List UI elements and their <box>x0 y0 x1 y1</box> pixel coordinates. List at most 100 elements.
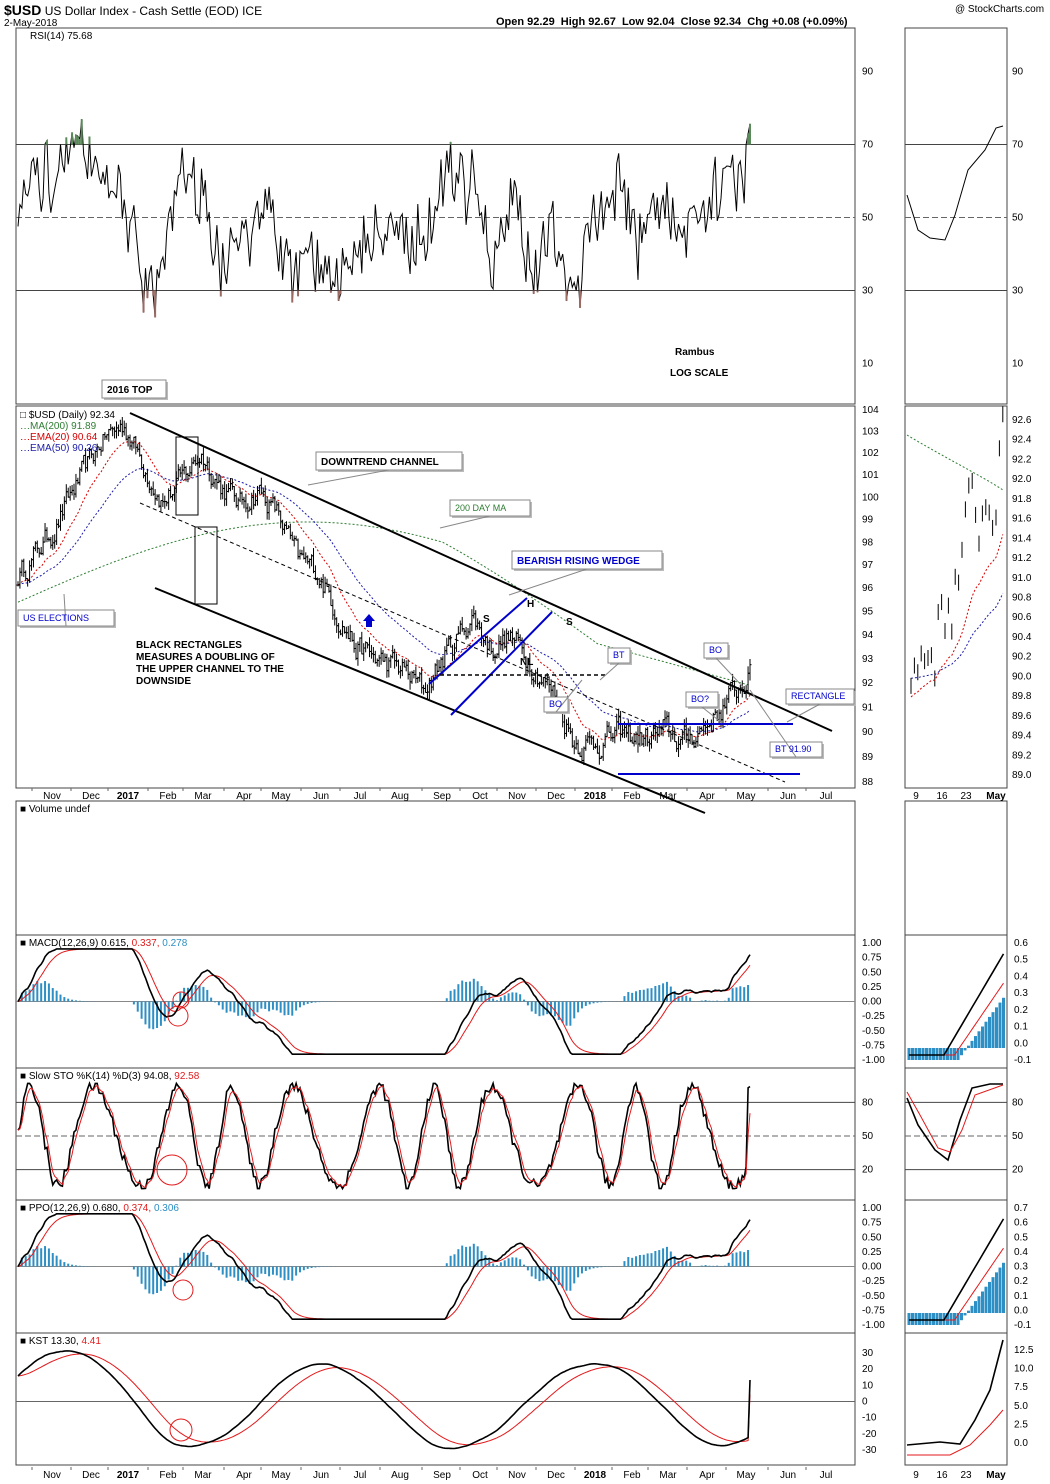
sto-side-k <box>906 1083 1003 1162</box>
side-price-tick: 90.4 <box>1012 632 1032 643</box>
macd-tick: 1.00 <box>862 938 882 949</box>
annotation-s-right: S <box>566 617 573 628</box>
sto-tick: 50 <box>862 1131 874 1142</box>
callout-bo-pointer <box>555 679 583 713</box>
chart-content: Nov Dec 2017 Feb Mar Apr May Jun Jul Aug Sep Oct Nov… <box>16 31 1034 1481</box>
ppo-circle <box>172 1279 194 1301</box>
callout-us-elections-text: US ELECTIONS <box>23 613 89 623</box>
panel-frame <box>15 800 856 936</box>
kst-tick: 20 <box>862 1364 874 1375</box>
x-tick-label: Aug <box>391 791 409 802</box>
callout-2016-top-text: 2016 TOP <box>107 385 153 396</box>
callout-2016-top <box>101 379 167 399</box>
macd-label: ■ MACD(12,26,9) 0.615, 0.337, 0.278 <box>20 938 188 949</box>
macd-tick: -0.25 <box>862 1011 885 1022</box>
side-price-tick: 92.4 <box>1012 435 1032 446</box>
wedge-lower-line <box>450 611 553 716</box>
panel-frame <box>15 405 856 789</box>
rsi-tick: 50 <box>862 213 874 224</box>
price-tick: 98 <box>862 537 874 548</box>
side-rsi-tick: 30 <box>1012 286 1024 297</box>
kst-side-tick: 12.5 <box>1014 1345 1034 1356</box>
x-tick-label-right: 16 <box>936 1470 948 1481</box>
ppo-tick: -1.00 <box>862 1320 885 1331</box>
side-price-tick: 89.8 <box>1012 691 1032 702</box>
x-tick-label: Mar <box>659 1470 677 1481</box>
ppo-tick: -0.25 <box>862 1276 885 1287</box>
kst-line <box>17 1350 751 1450</box>
kst-side-tick: 10.0 <box>1014 1364 1034 1375</box>
up-arrow-icon <box>363 614 375 627</box>
kst-side-tick: 7.5 <box>1014 1382 1028 1393</box>
kst-signal <box>17 1353 751 1446</box>
x-tick-label: Jul <box>820 791 833 802</box>
ppo-tick: 0.75 <box>862 1218 882 1229</box>
kst-side-signal <box>907 1409 1004 1456</box>
side-price-tick: 91.0 <box>1012 573 1032 584</box>
macd-side-tick: 0.6 <box>1014 938 1028 949</box>
side-price-tick: 91.6 <box>1012 514 1032 525</box>
annotation-black-rect-3: THE UPPER CHANNEL TO THE <box>136 664 284 675</box>
kst-tick: -20 <box>862 1429 877 1440</box>
side-price-tick: 90.6 <box>1012 612 1032 623</box>
ppo-side-tick: 0.1 <box>1014 1291 1028 1302</box>
kst-side-tick: 0.0 <box>1014 1438 1028 1449</box>
ppo-tick: 0.00 <box>862 1262 882 1273</box>
price-tick: 103 <box>862 427 879 438</box>
price-tick: 92 <box>862 678 874 689</box>
price-tick: 97 <box>862 560 874 571</box>
side-ema20 <box>910 534 1004 698</box>
side-rsi-tick: 50 <box>1012 213 1024 224</box>
side-price-tick: 89.2 <box>1012 750 1032 761</box>
x-tick-label: May <box>272 791 291 802</box>
quote-line: Open 92.29 High 92.67 Low 92.04 Close 92… <box>496 16 848 28</box>
downtrend-lower-line <box>154 587 706 814</box>
side-panel-frame <box>904 1332 1008 1466</box>
side-price-tick: 90.8 <box>1012 593 1032 604</box>
side-rsi-tick: 70 <box>1012 140 1024 151</box>
price-tick: 95 <box>862 607 874 618</box>
ppo-side-tick: 0.2 <box>1014 1276 1028 1287</box>
price-tick: 89 <box>862 752 874 763</box>
sto-side-d <box>906 1084 1004 1153</box>
x-tick-label-right: 23 <box>960 791 972 802</box>
symbol: $USD <box>4 2 42 18</box>
ema50-line <box>17 468 751 733</box>
chart-header: $USD US Dollar Index - Cash Settle (EOD)… <box>4 2 262 18</box>
x-tick-label-right: 9 <box>913 791 919 802</box>
x-tick-label: Dec <box>547 791 565 802</box>
price-tick: 90 <box>862 727 874 738</box>
callout-bt-pointer <box>599 662 620 681</box>
ppo-side-tick: 0.6 <box>1014 1218 1028 1229</box>
callout-rectangle-text: RECTANGLE <box>791 691 845 701</box>
volume-label: ■ Volume undef <box>20 804 90 815</box>
annotation-s-left: S <box>483 614 490 625</box>
sto-side-tick: 80 <box>1012 1097 1024 1108</box>
channel-mid-dashed <box>139 502 786 783</box>
x-tick-label: Oct <box>472 791 488 802</box>
callout-bearish-wedge-pointer <box>508 568 588 596</box>
callout-200-day-ma-pointer <box>439 515 491 529</box>
chart-date: 2-May-2018 <box>4 18 58 29</box>
callout-us-elections-pointer <box>63 593 67 627</box>
x-tick-label: Aug <box>391 1470 409 1481</box>
side-price-tick: 91.2 <box>1012 553 1032 564</box>
side-price-tick: 90.0 <box>1012 671 1032 682</box>
x-tick-label-right: 23 <box>960 1470 972 1481</box>
x-tick-label: Jun <box>780 1470 796 1481</box>
rsi-tick: 10 <box>862 359 874 370</box>
macd-tick: -0.75 <box>862 1040 885 1051</box>
callout-bt-9190-pointer <box>749 689 797 758</box>
kst-side-tick: 2.5 <box>1014 1419 1028 1430</box>
price-legend-item: ․․․MA(200) 91.89 <box>20 421 97 432</box>
x-tick-label: Dec <box>82 791 100 802</box>
x-tick-label-right: May <box>986 1470 1006 1481</box>
side-price-tick: 89.6 <box>1012 711 1032 722</box>
sto-tick: 20 <box>862 1165 874 1176</box>
ppo-side-tick: 0.5 <box>1014 1232 1028 1243</box>
macd-tick: 0.75 <box>862 953 882 964</box>
price-tick: 96 <box>862 583 874 594</box>
rsi-line <box>17 119 751 318</box>
callout-bo-text: BO <box>549 699 562 709</box>
